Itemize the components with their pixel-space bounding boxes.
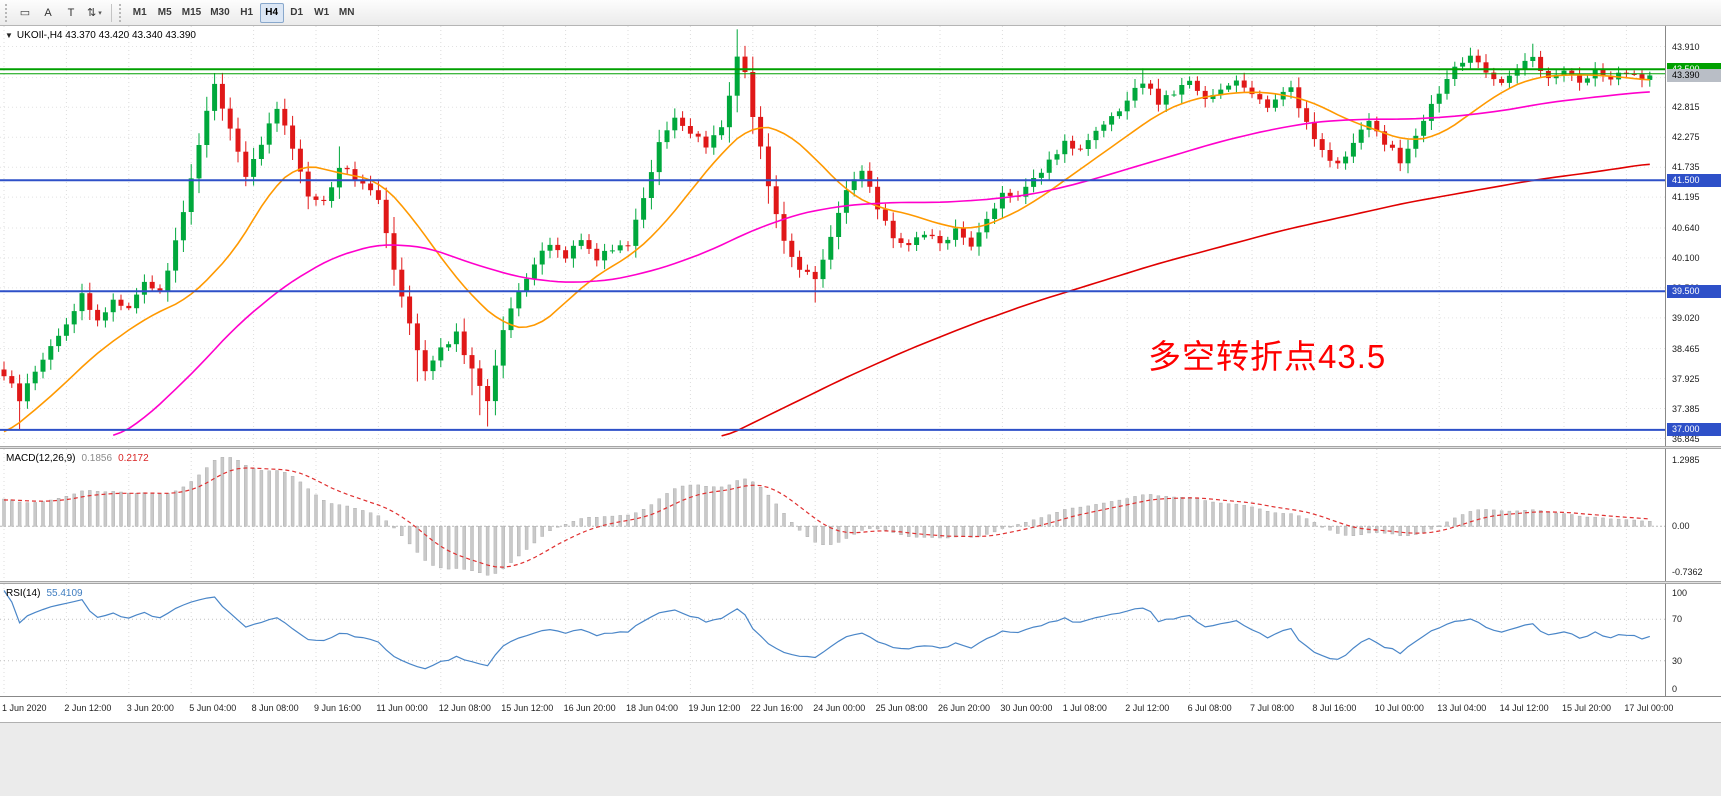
current-price-badge: 43.390 xyxy=(1667,68,1721,82)
price-axis-label: 39.020 xyxy=(1672,312,1700,323)
macd-signal-value: 0.2172 xyxy=(118,453,149,464)
toolbar-tools: ▭ A T ⇅ ▾ xyxy=(14,3,106,23)
timeframe-button-mn[interactable]: MN xyxy=(338,7,355,18)
time-axis-label: 9 Jun 16:00 xyxy=(314,703,362,713)
macd-axis-label: 1.2985 xyxy=(1672,455,1700,465)
chart-symbol-line: ▼ UKOIl-,H4 43.370 43.420 43.340 43.390 xyxy=(5,30,196,41)
price-axis-label: 41.195 xyxy=(1672,192,1700,203)
time-axis-label: 15 Jun 12:00 xyxy=(501,703,554,713)
toolbar-separator xyxy=(110,3,112,22)
price-axis-label: 40.640 xyxy=(1672,222,1700,233)
price-level-badge: 37.000 xyxy=(1667,423,1721,437)
time-axis-label: 7 Jul 08:00 xyxy=(1250,703,1295,713)
price-chart-canvas[interactable] xyxy=(0,26,1665,446)
time-axis-label: 26 Jun 20:00 xyxy=(938,703,991,713)
macd-axis[interactable]: 1.2985 0.00 -0.7362 xyxy=(1665,449,1721,581)
price-axis-label: 41.735 xyxy=(1672,162,1700,173)
price-axis-label: 38.465 xyxy=(1672,343,1700,354)
time-axis-label: 11 Jun 00:00 xyxy=(376,703,428,713)
price-axis-label: 37.925 xyxy=(1672,373,1700,384)
price-axis-label: 43.910 xyxy=(1672,41,1700,52)
price-axis-label: 42.815 xyxy=(1672,102,1700,113)
price-level-badge: 39.500 xyxy=(1667,284,1721,298)
time-axis-label: 2 Jun 12:00 xyxy=(64,703,112,713)
timeframe-button-m1[interactable]: M1 xyxy=(132,7,147,18)
time-axis-label: 8 Jun 08:00 xyxy=(251,703,299,713)
time-axis-label: 6 Jul 08:00 xyxy=(1187,703,1232,713)
rsi-value: 55.4109 xyxy=(46,588,83,599)
time-axis-label: 18 Jun 04:00 xyxy=(626,703,679,713)
time-axis-label: 10 Jul 00:00 xyxy=(1374,703,1424,713)
toolbar-grip-2[interactable] xyxy=(118,3,124,22)
symbol-dropdown-icon[interactable]: ▼ xyxy=(5,31,13,40)
macd-panel: 1.2985 0.00 -0.7362 MACD(12,26,9) 0.1856 0.2… xyxy=(0,449,1721,581)
timeframe-button-d1[interactable]: D1 xyxy=(290,7,304,18)
time-axis-label: 13 Jul 04:00 xyxy=(1437,703,1487,713)
window-bottom-area xyxy=(0,722,1721,796)
rsi-label: RSI(14) 55.4109 xyxy=(6,588,83,599)
time-axis-label: 1 Jun 2020 xyxy=(2,703,47,713)
time-axis-label: 12 Jun 08:00 xyxy=(438,703,491,713)
text-t-tool-button[interactable]: T xyxy=(67,6,75,19)
time-axis-label: 19 Jun 12:00 xyxy=(688,703,741,713)
price-axis-label: 37.385 xyxy=(1672,403,1700,414)
time-axis-label: 17 Jul 00:00 xyxy=(1624,703,1674,713)
time-axis-label: 2 Jul 12:00 xyxy=(1125,703,1170,713)
time-axis-label: 3 Jun 20:00 xyxy=(126,703,174,713)
timeframe-button-h1[interactable]: H1 xyxy=(240,7,254,18)
rsi-axis[interactable]: 100 70 30 0 xyxy=(1665,584,1721,696)
rsi-canvas[interactable] xyxy=(0,584,1665,696)
time-axis[interactable]: 1 Jun 2020 2 Jun 12:00 3 Jun 20:00 5 Jun 04… xyxy=(0,696,1721,722)
text-a-tool-button[interactable]: A xyxy=(44,6,52,19)
panel-separator-2[interactable] xyxy=(0,581,1721,584)
macd-label: MACD(12,26,9) 0.1856 0.2172 xyxy=(6,453,149,464)
timeframe-button-w1[interactable]: W1 xyxy=(314,7,330,18)
macd-axis-label: 0.00 xyxy=(1672,521,1690,532)
symbol-ohlc-text: UKOIl-,H4 43.370 43.420 43.340 43.390 xyxy=(16,30,196,41)
time-axis-label: 1 Jul 08:00 xyxy=(1062,703,1107,713)
rsi-name: RSI(14) xyxy=(6,588,41,599)
chart-annotation-text[interactable]: 多空转折点43.5 xyxy=(1148,338,1387,375)
price-axis-label: 42.275 xyxy=(1672,132,1700,143)
price-axis[interactable]: 43.91043.35042.81542.27541.73541.19540.6… xyxy=(1665,26,1721,446)
price-axis-label: 36.845 xyxy=(1672,433,1700,444)
rsi-axis-label: 100 xyxy=(1672,588,1688,598)
rsi-axis-label: 30 xyxy=(1672,655,1683,666)
macd-name: MACD(12,26,9) xyxy=(6,453,76,464)
time-axis-label: 5 Jun 04:00 xyxy=(189,703,237,713)
pointer-tool-button[interactable]: ▭ xyxy=(19,7,31,19)
timeframe-button-h4[interactable]: H4 xyxy=(259,2,284,23)
price-axis-label: 40.100 xyxy=(1672,252,1700,263)
macd-axis-label: -0.7362 xyxy=(1672,567,1703,577)
rsi-axis-label: 0 xyxy=(1672,684,1678,694)
timeframe-button-m15[interactable]: M15 xyxy=(181,7,202,18)
scale-tool-button[interactable]: ⇅ ▾ xyxy=(87,7,102,19)
rsi-panel: 100 70 30 0 RSI(14) 55.4109 xyxy=(0,584,1721,696)
time-axis-label: 8 Jul 16:00 xyxy=(1312,703,1357,713)
time-axis-label: 15 Jul 20:00 xyxy=(1562,703,1612,713)
dropdown-caret-icon: ▾ xyxy=(98,9,102,17)
panel-separator-1[interactable] xyxy=(0,446,1721,449)
toolbar-timeframes: M1 M5 M15 M30 H1 H4 D1 W1 MN xyxy=(128,2,359,23)
time-axis-label: 25 Jun 08:00 xyxy=(875,703,928,713)
price-level-badge: 41.500 xyxy=(1667,173,1721,187)
time-axis-label: 14 Jul 12:00 xyxy=(1499,703,1549,713)
time-axis-label: 16 Jun 20:00 xyxy=(563,703,616,713)
time-axis-label: 22 Jun 16:00 xyxy=(750,703,803,713)
price-chart-panel: 43.91043.35042.81542.27541.73541.19540.6… xyxy=(0,26,1721,446)
timeframe-button-m5[interactable]: M5 xyxy=(157,7,172,18)
macd-canvas[interactable] xyxy=(0,449,1665,581)
toolbar: ▭ A T ⇅ ▾ M1 M5 M15 M30 H1 H4 D1 W1 MN xyxy=(0,0,1721,26)
time-axis-label: 30 Jun 00:00 xyxy=(1000,703,1053,713)
timeframe-button-m30[interactable]: M30 xyxy=(210,7,230,18)
rsi-axis-label: 70 xyxy=(1672,614,1683,625)
toolbar-grip[interactable] xyxy=(5,3,10,22)
time-axis-label: 24 Jun 00:00 xyxy=(813,703,866,713)
macd-main-value: 0.1856 xyxy=(81,453,113,464)
